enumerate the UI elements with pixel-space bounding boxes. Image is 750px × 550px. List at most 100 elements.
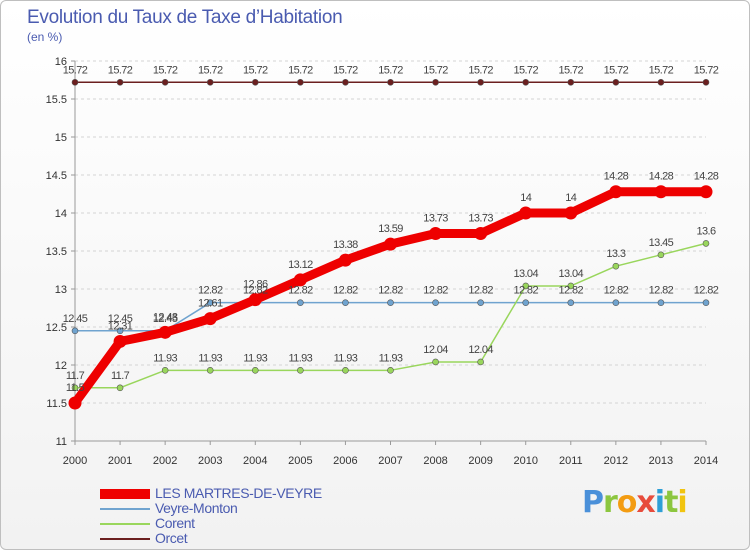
data-label: 11.93 xyxy=(288,352,312,364)
axes xyxy=(71,60,707,445)
data-label: 15.72 xyxy=(378,64,403,76)
data-point-corent xyxy=(116,384,124,392)
data-label: 12.82 xyxy=(243,285,268,297)
data-point-corent xyxy=(522,282,530,290)
data-point-les-martres-de-veyre xyxy=(654,185,668,199)
data-point-veyre-monton xyxy=(612,299,620,306)
data-label: 11.93 xyxy=(153,352,177,364)
data-label: 12.61 xyxy=(198,298,223,310)
data-label: 14 xyxy=(565,192,577,204)
data-point-corent xyxy=(702,240,710,247)
data-label: 13.38 xyxy=(333,239,358,251)
data-label: 14 xyxy=(520,192,532,204)
data-label: 15.72 xyxy=(243,64,268,76)
legend-item: Orcet xyxy=(100,530,340,546)
data-label: 15.72 xyxy=(198,64,223,76)
data-point-les-martres-de-veyre xyxy=(293,273,307,287)
y-tick-label: 14 xyxy=(55,208,67,220)
data-point-veyre-monton xyxy=(342,299,349,306)
data-label: 14.28 xyxy=(694,171,719,183)
x-tick-label: 2002 xyxy=(153,455,177,467)
data-point-orcet xyxy=(387,78,394,86)
legend-swatch xyxy=(100,523,150,525)
x-tick-label: 2014 xyxy=(694,455,718,467)
y-tick-label: 15 xyxy=(55,132,67,144)
data-label: 13.73 xyxy=(423,213,448,225)
data-point-veyre-monton xyxy=(297,299,304,306)
proxiti-logo: Proxiti xyxy=(582,485,688,520)
x-tick-label: 2005 xyxy=(288,455,312,467)
x-tick-labels: 2000 2001 2002 2003 2004 2005 2006 2007 2008 2009… xyxy=(63,455,718,467)
data-label: 15.72 xyxy=(468,64,493,76)
data-label: 13.73 xyxy=(468,213,493,225)
data-point-veyre-monton xyxy=(477,299,484,306)
logo-letter: x xyxy=(636,485,655,520)
data-point-veyre-monton xyxy=(432,299,439,306)
data-point-les-martres-de-veyre xyxy=(203,312,217,326)
data-label: 12.04 xyxy=(468,344,493,356)
data-label: 12.82 xyxy=(288,285,313,297)
data-label: 12.82 xyxy=(198,285,223,297)
legend-swatch xyxy=(100,538,150,540)
data-point-les-martres-de-veyre xyxy=(113,334,127,348)
x-tick-label: 2003 xyxy=(198,455,222,467)
x-tick-label: 2008 xyxy=(423,455,447,467)
data-label: 13.3 xyxy=(606,248,625,260)
data-label: 12.82 xyxy=(649,285,674,297)
data-point-orcet xyxy=(71,78,79,86)
data-point-orcet xyxy=(477,78,484,86)
data-point-corent xyxy=(567,282,575,290)
data-point-corent xyxy=(161,367,169,374)
data-label: 12.82 xyxy=(559,285,584,297)
data-label: 13.04 xyxy=(513,268,538,280)
data-point-les-martres-de-veyre xyxy=(429,227,443,241)
data-point-les-martres-de-veyre xyxy=(158,325,172,339)
data-label: 11.93 xyxy=(243,352,267,364)
data-point-orcet xyxy=(297,78,304,86)
data-point-veyre-monton xyxy=(567,299,575,306)
data-point-corent xyxy=(612,262,620,270)
data-point-les-martres-de-veyre xyxy=(609,185,623,199)
data-label: 12.82 xyxy=(694,285,719,297)
data-label: 11.93 xyxy=(198,352,222,364)
data-point-orcet xyxy=(522,78,530,86)
data-label: 13.04 xyxy=(559,268,584,280)
logo-letter: P xyxy=(582,485,604,520)
data-point-corent xyxy=(657,251,665,259)
data-label: 12.86 xyxy=(243,279,268,291)
logo-letter: i xyxy=(677,485,687,520)
data-label: 12.43 xyxy=(153,311,178,323)
data-label: 14.28 xyxy=(604,171,629,183)
x-tick-label: 2010 xyxy=(513,455,537,467)
legend-item: Corent xyxy=(100,515,340,531)
data-label: 12.82 xyxy=(468,285,493,297)
data-point-orcet xyxy=(567,78,575,86)
data-point-corent xyxy=(297,367,304,374)
x-tick-label: 2006 xyxy=(333,455,357,467)
x-tick-label: 2011 xyxy=(559,455,583,467)
data-point-veyre-monton xyxy=(522,299,530,306)
data-point-les-martres-de-veyre xyxy=(519,206,533,220)
y-tick-label: 13 xyxy=(55,284,67,296)
data-label: 13.45 xyxy=(649,237,674,249)
data-point-veyre-monton xyxy=(71,327,79,335)
data-label: 15.72 xyxy=(63,64,88,76)
data-point-orcet xyxy=(612,78,620,86)
data-label: 15.72 xyxy=(649,64,674,76)
data-point-les-martres-de-veyre xyxy=(699,185,713,199)
data-point-orcet xyxy=(206,78,214,86)
legend-label: LES MARTRES-DE-VEYRE xyxy=(155,485,322,501)
legend: LES MARTRES-DE-VEYRE Veyre-Monton Corent Or… xyxy=(100,485,340,546)
logo-letter: i xyxy=(654,485,665,520)
data-label: 11.93 xyxy=(379,352,403,364)
data-label: 11.93 xyxy=(334,352,358,364)
legend-swatch xyxy=(100,508,150,510)
data-label: 15.72 xyxy=(333,64,358,76)
legend-label: Orcet xyxy=(155,530,188,546)
data-point-veyre-monton xyxy=(116,327,124,335)
x-tick-label: 2012 xyxy=(604,455,628,467)
data-label: 15.72 xyxy=(108,64,133,76)
data-label: 12.82 xyxy=(423,285,448,297)
